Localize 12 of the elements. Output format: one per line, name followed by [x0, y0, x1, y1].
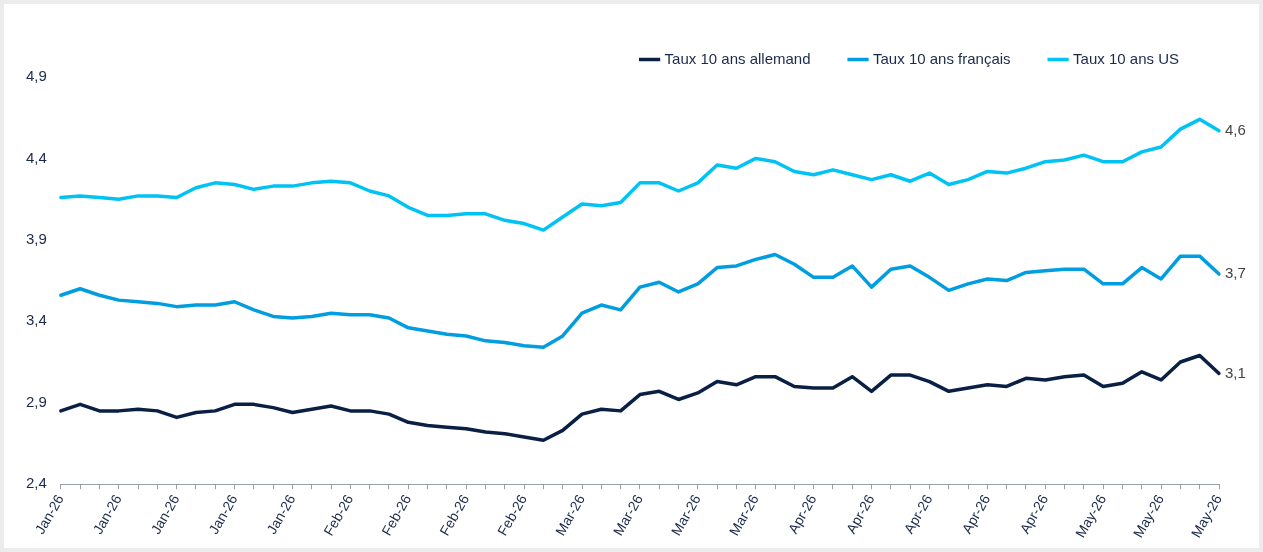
y-tick-label: 4,4: [25, 148, 47, 166]
y-tick-label: 2,9: [25, 392, 47, 410]
y-tick-label: 3,9: [25, 230, 47, 248]
legend-label: Taux 10 ans français: [873, 49, 1011, 67]
legend-label: Taux 10 ans allemand: [664, 49, 811, 67]
legend-label: Taux 10 ans US: [1073, 49, 1180, 67]
data-label: 3,7: [1225, 264, 1246, 282]
y-tick-label: 3,4: [25, 311, 47, 329]
data-label: 3,1: [1225, 363, 1246, 381]
y-tick-label: 4,9: [25, 67, 47, 85]
y-tick-label: 2,4: [25, 474, 47, 492]
data-label: 4,6: [1225, 120, 1246, 138]
